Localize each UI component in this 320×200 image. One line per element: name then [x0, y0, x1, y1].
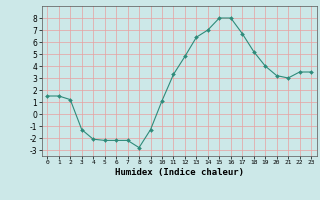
X-axis label: Humidex (Indice chaleur): Humidex (Indice chaleur): [115, 168, 244, 177]
